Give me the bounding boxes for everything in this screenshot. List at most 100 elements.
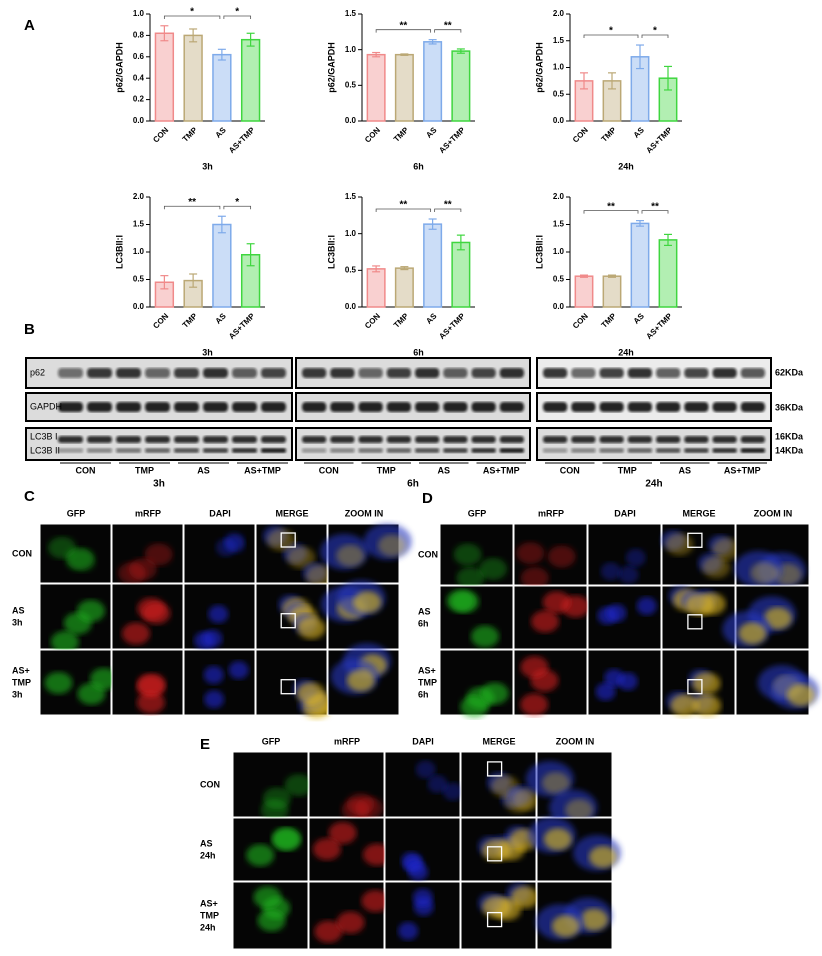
blot-band: [232, 402, 257, 412]
cells: [446, 589, 500, 648]
significance-label: *: [653, 26, 657, 37]
panel-label: C: [24, 488, 35, 505]
blot-band: [386, 402, 411, 412]
blot-band: [358, 436, 383, 443]
row-label: 24h: [200, 850, 216, 860]
blot-band: [302, 368, 327, 378]
y-tick-label: 1.0: [553, 63, 565, 72]
bar: [212, 53, 232, 122]
error-bar: [456, 48, 465, 54]
significance-bracket: [163, 205, 221, 210]
cell-signal: [551, 915, 580, 938]
error-bar: [580, 72, 588, 90]
blot-band: [684, 368, 709, 378]
column-header: GFP: [262, 736, 281, 746]
blot-time-label: 6h: [407, 479, 419, 490]
error-bar: [246, 243, 255, 267]
cell-signal: [446, 589, 475, 612]
column-header: mRFP: [334, 736, 360, 746]
y-axis-label: LC3BII:I: [534, 235, 544, 269]
cell-signal: [702, 556, 731, 579]
cell-signal: [346, 793, 375, 816]
significance-label: **: [444, 20, 452, 31]
error-bar: [372, 51, 381, 58]
significance-label: *: [190, 7, 194, 18]
cell-signal: [398, 921, 419, 940]
cell-signal: [312, 838, 341, 861]
significance-label: **: [399, 20, 407, 31]
bar: [423, 41, 443, 122]
significance-bracket: [583, 34, 639, 39]
cells: [661, 530, 741, 579]
blot-band: [358, 368, 383, 378]
x-tick-label: AS: [214, 125, 229, 140]
cells: [734, 550, 806, 589]
cell-signal: [287, 546, 316, 569]
blot-group-label: AS+TMP: [244, 465, 281, 475]
cells: [597, 597, 657, 625]
cell-signal: [547, 545, 576, 568]
cells: [341, 793, 384, 821]
row-label: CON: [418, 549, 438, 559]
row-label: CON: [200, 779, 220, 789]
y-tick-label: 2.0: [133, 192, 145, 201]
blot-band: [627, 448, 652, 453]
error-bar: [428, 39, 437, 45]
row-label: TMP: [418, 677, 437, 687]
cells: [460, 682, 509, 718]
blot-band: [599, 402, 624, 412]
cell-signal: [202, 629, 223, 648]
blot-row-label: LC3B I: [30, 431, 58, 441]
blot-band: [499, 368, 524, 378]
cell-signal: [44, 671, 73, 694]
blot-band: [145, 368, 170, 378]
cell-signal: [257, 909, 286, 932]
significance-label: **: [188, 197, 196, 208]
bar: [630, 222, 650, 308]
cell-signal: [482, 896, 511, 919]
y-tick-label: 0.0: [133, 116, 145, 125]
row-label: 3h: [12, 617, 23, 627]
blot-band: [174, 402, 199, 412]
cell-signal: [685, 593, 714, 616]
blot-band: [174, 436, 199, 443]
blot-band: [87, 448, 112, 453]
column-header: MERGE: [275, 508, 308, 518]
cell-signal: [253, 886, 282, 909]
blot-band: [471, 402, 496, 412]
bar: [154, 32, 175, 122]
row-label: CON: [12, 548, 32, 558]
y-tick-label: 0.0: [345, 302, 357, 311]
blot-frame: [536, 427, 772, 461]
zoom-box: [687, 679, 703, 695]
blot-size-label: 16KDa: [775, 431, 804, 441]
x-tick-label: AS+TMP: [437, 311, 467, 341]
significance-label: **: [399, 200, 407, 211]
y-tick-label: 0.8: [133, 31, 145, 40]
cells: [516, 542, 576, 589]
blot-band: [330, 448, 355, 453]
cell-signal: [456, 567, 485, 589]
blot-band: [386, 448, 411, 453]
bar: [183, 34, 203, 122]
cell-signal: [516, 542, 545, 565]
y-tick-label: 1.0: [345, 45, 357, 54]
y-axis-label: LC3BII:I: [326, 235, 336, 269]
cell-signal: [750, 561, 779, 584]
cells: [203, 661, 249, 709]
row-label: AS+: [200, 898, 218, 908]
y-tick-label: 0.0: [553, 302, 565, 311]
significance-label: **: [651, 201, 659, 212]
column-header: MERGE: [682, 508, 715, 518]
cells: [320, 523, 412, 570]
blot-time-label: 24h: [645, 479, 662, 490]
cell-signal: [670, 694, 699, 717]
blot-band: [302, 436, 327, 443]
blot-group-label: AS: [678, 465, 691, 475]
significance-bracket: [641, 34, 669, 39]
significance-bracket: [223, 205, 252, 210]
blot-band: [471, 448, 496, 453]
column-header: ZOOM IN: [345, 508, 384, 518]
blot-band: [58, 402, 83, 412]
cells: [278, 594, 326, 640]
